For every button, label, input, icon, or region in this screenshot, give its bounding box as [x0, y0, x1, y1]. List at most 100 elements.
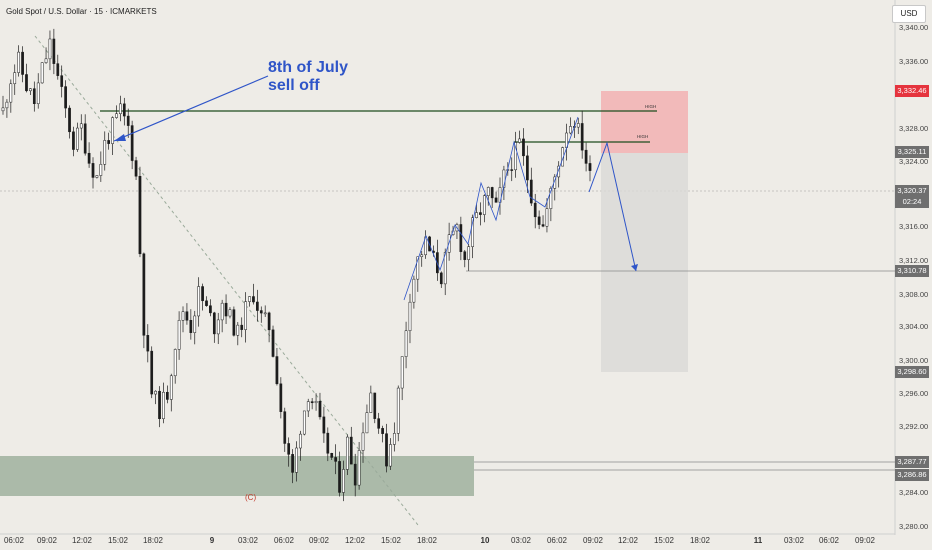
candle-body	[275, 356, 279, 385]
x-tick: 06:02	[3, 536, 25, 545]
x-tick: 15:02	[653, 536, 675, 545]
candle-body	[263, 312, 267, 315]
candle-body	[201, 286, 204, 302]
candle-body	[173, 349, 177, 377]
price-label-countdown: 02:24	[895, 196, 929, 208]
x-tick: 15:02	[380, 536, 402, 545]
candle-body	[522, 138, 525, 157]
candle-body	[486, 187, 490, 196]
candle-body	[68, 107, 71, 133]
candle-body	[224, 302, 228, 317]
y-tick: 3,312.00	[899, 256, 929, 265]
candle-body	[244, 301, 247, 330]
candle-body	[197, 286, 201, 317]
candle-body	[416, 256, 420, 280]
candle-body	[60, 75, 64, 87]
candle-body	[76, 127, 79, 150]
currency-button[interactable]: USD	[892, 5, 926, 23]
annotation-arrow	[113, 75, 269, 142]
candle-body	[236, 324, 240, 336]
candle-body	[381, 428, 384, 434]
y-tick: 3,304.00	[899, 322, 929, 331]
y-tick: 3,292.00	[899, 422, 929, 431]
candle-body	[369, 392, 373, 413]
y-tick: 3,340.00	[899, 23, 929, 32]
candle-body	[248, 296, 251, 302]
stop-zone[interactable]	[601, 91, 688, 153]
candle-body	[83, 123, 87, 154]
price-label-current: 3,320.37	[895, 185, 929, 197]
projection-path[interactable]	[588, 141, 637, 272]
candle-body	[56, 63, 60, 76]
y-tick: 3,284.00	[899, 488, 929, 497]
y-tick: 3,336.00	[899, 57, 929, 66]
candle-body	[479, 212, 482, 215]
x-tick: 18:02	[689, 536, 711, 545]
candle-body	[439, 272, 443, 285]
candle-body	[36, 82, 40, 104]
candle-body	[189, 319, 193, 333]
candle-body	[283, 411, 287, 444]
candle-body	[518, 138, 521, 143]
candle-body	[158, 390, 161, 419]
candle-body	[353, 463, 357, 486]
impulse-path[interactable]	[403, 116, 579, 301]
support-zone[interactable]	[0, 456, 474, 496]
candle-body	[287, 443, 291, 455]
candle-body	[310, 401, 314, 404]
candle-body	[412, 278, 416, 303]
candle-body	[588, 163, 592, 171]
y-tick: 3,300.00	[899, 356, 929, 365]
candle-body	[216, 319, 220, 335]
candle-body	[5, 101, 9, 109]
y-tick: 3,280.00	[899, 522, 929, 531]
candle-body	[569, 126, 572, 134]
y-tick: 3,324.00	[899, 157, 929, 166]
candle-body	[490, 187, 494, 199]
x-tick: 12:02	[617, 536, 639, 545]
x-tick: 12:02	[344, 536, 366, 545]
candle-body	[126, 115, 130, 126]
candle-body	[107, 140, 111, 144]
trend-line[interactable]	[34, 35, 419, 526]
candle-body	[467, 246, 471, 260]
x-tick: 03:02	[237, 536, 259, 545]
y-tick: 3,296.00	[899, 389, 929, 398]
x-tick: 09:02	[854, 536, 876, 545]
x-tick: 12:02	[71, 536, 93, 545]
candle-body	[318, 400, 322, 418]
candle-body	[392, 433, 396, 445]
candle-body	[52, 38, 56, 64]
candle-body	[533, 202, 537, 218]
candle-body	[209, 305, 212, 314]
candle-body	[185, 311, 189, 321]
price-label-support-high: 3,287.77	[895, 456, 929, 468]
candle-body	[177, 320, 181, 350]
candle-body	[259, 310, 263, 314]
candle-body	[48, 38, 52, 60]
candle-body	[1, 107, 5, 112]
candle-body	[545, 208, 549, 227]
candle-body	[212, 312, 216, 335]
candle-body	[334, 457, 337, 462]
x-tick-day: 11	[753, 536, 763, 545]
candle-body	[29, 88, 32, 92]
x-tick: 06:02	[818, 536, 840, 545]
y-tick: 3,308.00	[899, 290, 929, 299]
candle-body	[475, 212, 478, 218]
price-label-stop: 3,332.46	[895, 85, 929, 97]
candle-body	[130, 125, 134, 161]
candle-body	[146, 335, 150, 352]
candle-body	[576, 123, 580, 128]
candle-body	[119, 103, 122, 114]
chart-title: Gold Spot / U.S. Dollar · 15 · ICMARKETS	[6, 7, 157, 16]
candle-body	[181, 311, 185, 321]
candle-body	[459, 224, 463, 252]
target-zone[interactable]	[601, 153, 688, 372]
candle-body	[21, 51, 24, 75]
candle-body	[389, 444, 392, 467]
candle-body	[99, 164, 103, 176]
high-level-label-1: HIGH	[645, 104, 657, 109]
candle-body	[302, 410, 306, 435]
